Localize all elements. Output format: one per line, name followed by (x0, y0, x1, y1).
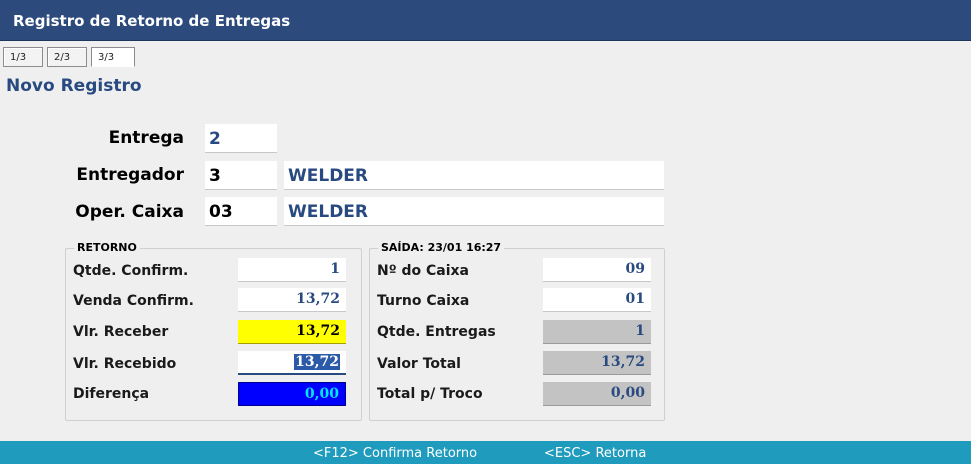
qtde-entregas-label: Qtde. Entregas (377, 324, 496, 340)
vlr-receber-field: 13,72 (238, 320, 346, 344)
entrega-field[interactable]: 2 (205, 124, 277, 153)
footer-bar: <F12> Confirma Retorno <ESC> Retorna (0, 441, 971, 464)
venda-confirm-field: 13,72 (238, 288, 346, 312)
retorno-group-title: RETORNO (74, 241, 140, 254)
vlr-receber-label: Vlr. Receber (73, 324, 169, 340)
total-troco-field: 0,00 (543, 382, 651, 406)
nro-caixa-label: Nº do Caixa (377, 263, 469, 279)
vlr-recebido-selected-text: 13,72 (294, 354, 340, 370)
oper-caixa-name-field: WELDER (284, 197, 664, 226)
retorno-group: RETORNO (65, 241, 362, 421)
oper-caixa-label: Oper. Caixa (75, 202, 184, 222)
turno-caixa-label: Turno Caixa (377, 293, 470, 309)
vlr-recebido-input[interactable]: 13,72 (238, 351, 346, 375)
nro-caixa-field: 09 (543, 258, 651, 282)
vlr-recebido-label: Vlr. Recebido (73, 356, 177, 372)
confirm-return-shortcut[interactable]: <F12> Confirma Retorno (313, 446, 478, 461)
back-shortcut[interactable]: <ESC> Retorna (544, 446, 647, 461)
tab-page-1[interactable]: 1/3 (3, 47, 43, 67)
valor-total-label: Valor Total (377, 356, 461, 372)
saida-group: SAÍDA: 23/01 16:27 (369, 241, 665, 421)
page-subtitle: Novo Registro (6, 76, 142, 96)
oper-caixa-code-field[interactable]: 03 (205, 197, 277, 226)
qtde-entregas-field: 1 (543, 320, 651, 344)
valor-total-field: 13,72 (543, 351, 651, 375)
total-troco-label: Total p/ Troco (377, 386, 483, 402)
entregador-label: Entregador (76, 165, 184, 185)
window-title: Registro de Retorno de Entregas (0, 0, 971, 41)
venda-confirm-label: Venda Confirm. (73, 293, 194, 309)
turno-caixa-field: 01 (543, 288, 651, 312)
diferenca-field: 0,00 (238, 382, 346, 406)
entrega-label: Entrega (108, 128, 184, 148)
diferenca-label: Diferença (73, 386, 150, 402)
qtde-confirm-label: Qtde. Confirm. (73, 263, 189, 279)
tab-page-2[interactable]: 2/3 (47, 47, 87, 67)
saida-group-title: SAÍDA: 23/01 16:27 (378, 241, 505, 254)
entregador-name-field: WELDER (284, 161, 664, 190)
tab-page-3[interactable]: 3/3 (91, 47, 135, 67)
qtde-confirm-field: 1 (238, 258, 346, 282)
entregador-code-field[interactable]: 3 (205, 161, 277, 190)
